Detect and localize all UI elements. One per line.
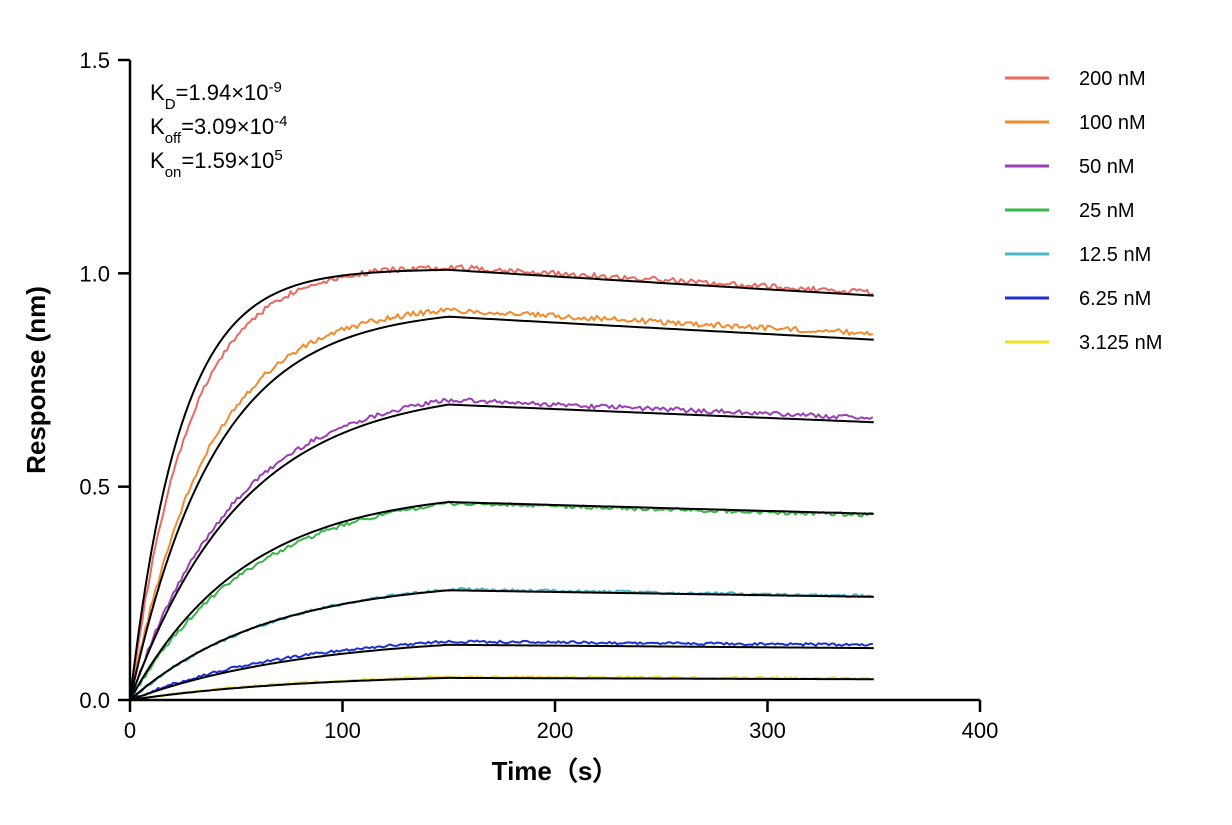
legend-label: 6.25 nM <box>1079 288 1151 310</box>
x-tick-label: 100 <box>324 718 361 743</box>
y-tick-label: 0.5 <box>79 475 110 500</box>
legend-label: 25 nM <box>1079 200 1135 222</box>
y-tick-label: 0.0 <box>79 688 110 713</box>
x-tick-label: 400 <box>962 718 999 743</box>
legend-label: 50 nM <box>1079 156 1135 178</box>
legend-label: 200 nM <box>1079 68 1146 90</box>
y-tick-label: 1.5 <box>79 48 110 73</box>
x-tick-label: 300 <box>749 718 786 743</box>
y-tick-label: 1.0 <box>79 261 110 286</box>
x-axis-title: Time（s） <box>492 756 619 786</box>
x-tick-label: 0 <box>124 718 136 743</box>
x-tick-label: 200 <box>537 718 574 743</box>
legend-label: 12.5 nM <box>1079 244 1151 266</box>
legend-label: 100 nM <box>1079 112 1146 134</box>
legend-label: 3.125 nM <box>1079 332 1162 354</box>
binding-kinetics-chart: 0 100 200 300 400 0.0 0.5 1.0 1.5 Time（s） Response… <box>0 0 1232 825</box>
y-axis-title: Response (nm) <box>21 286 51 474</box>
